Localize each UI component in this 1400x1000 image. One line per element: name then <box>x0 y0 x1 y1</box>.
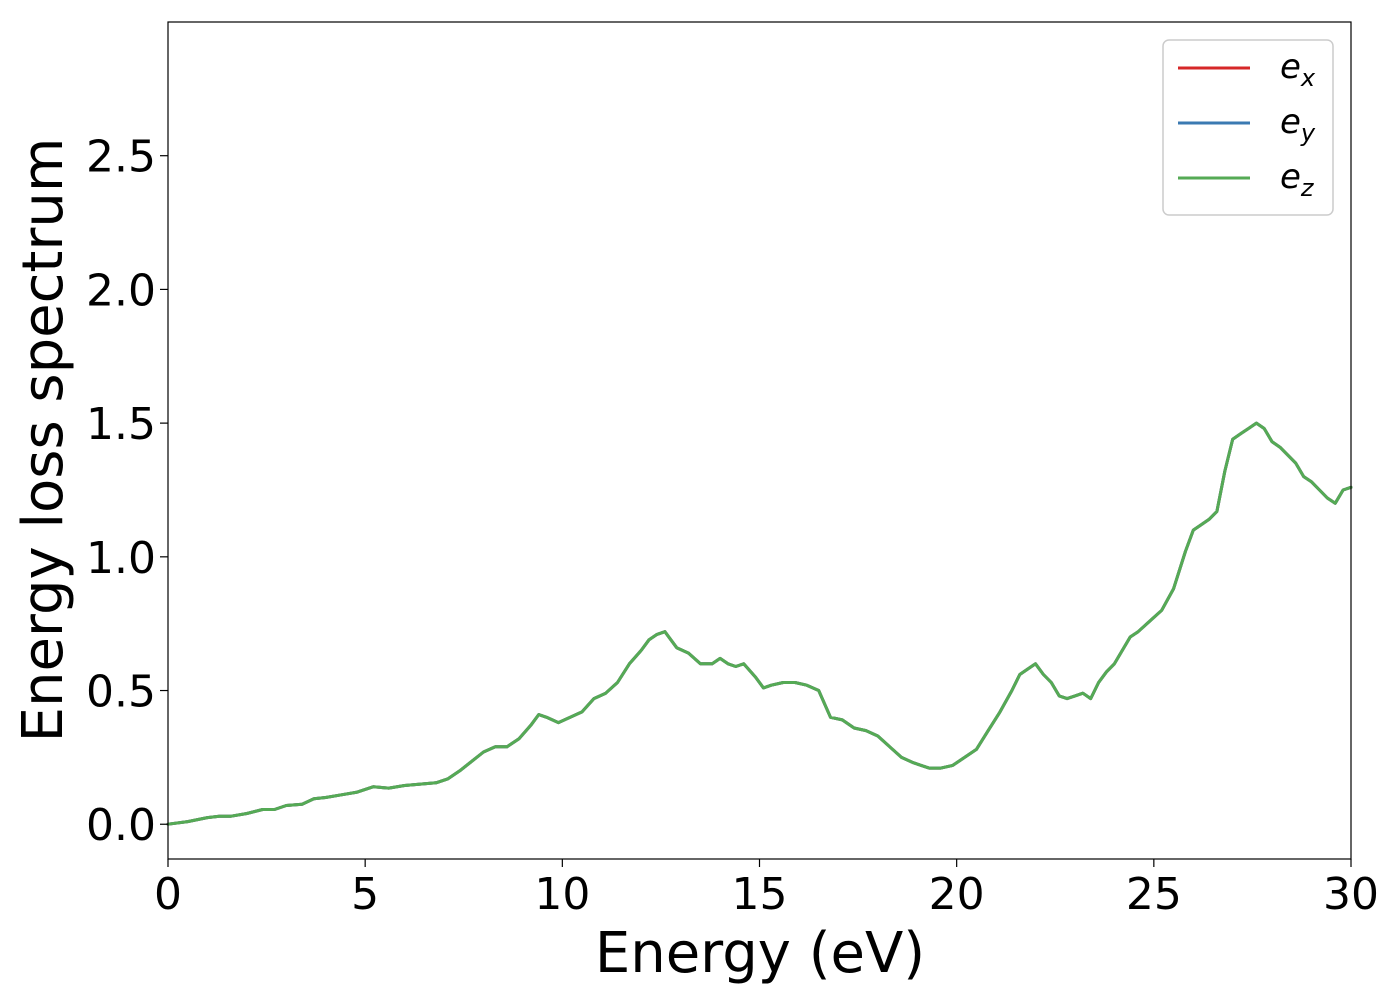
legend-label-sub: z <box>1300 174 1315 202</box>
plot-area <box>168 22 1351 859</box>
legend-label-base: e <box>1280 47 1301 87</box>
x-tick-label: 30 <box>1323 869 1379 920</box>
legend-label-base: e <box>1280 157 1301 197</box>
x-tick-label: 0 <box>154 869 182 920</box>
x-tick-label: 15 <box>732 869 788 920</box>
legend-label-x: ex <box>1280 47 1316 92</box>
legend-label-base: e <box>1280 102 1301 142</box>
x-axis-label: Energy (eV) <box>595 921 925 986</box>
x-tick-label: 10 <box>534 869 590 920</box>
x-axis-ticks: 0 5 10 15 20 25 30 <box>154 859 1379 920</box>
y-axis-label: Energy loss spectrum <box>11 138 76 743</box>
y-tick-label: 0.5 <box>86 667 156 718</box>
series-line-z <box>166 421 1353 826</box>
x-tick-label: 25 <box>1126 869 1182 920</box>
y-axis-ticks: 0.0 0.5 1.0 1.5 2.0 2.5 <box>86 132 168 851</box>
y-tick-label: 1.5 <box>86 399 156 450</box>
x-tick-label: 20 <box>929 869 985 920</box>
y-tick-label: 2.5 <box>86 132 156 183</box>
legend-label-y: ey <box>1280 102 1316 147</box>
plot-background <box>168 22 1351 859</box>
y-tick-label: 1.0 <box>86 533 156 584</box>
legend-label-sub: x <box>1300 64 1316 92</box>
y-tick-label: 0.0 <box>86 800 156 851</box>
series-layer <box>166 421 1353 826</box>
x-tick-label: 5 <box>351 869 379 920</box>
legend-box <box>1162 39 1334 216</box>
legend-label-sub: y <box>1300 119 1316 147</box>
y-tick-label: 2.0 <box>86 265 156 316</box>
legend-label-z: ez <box>1280 157 1315 202</box>
